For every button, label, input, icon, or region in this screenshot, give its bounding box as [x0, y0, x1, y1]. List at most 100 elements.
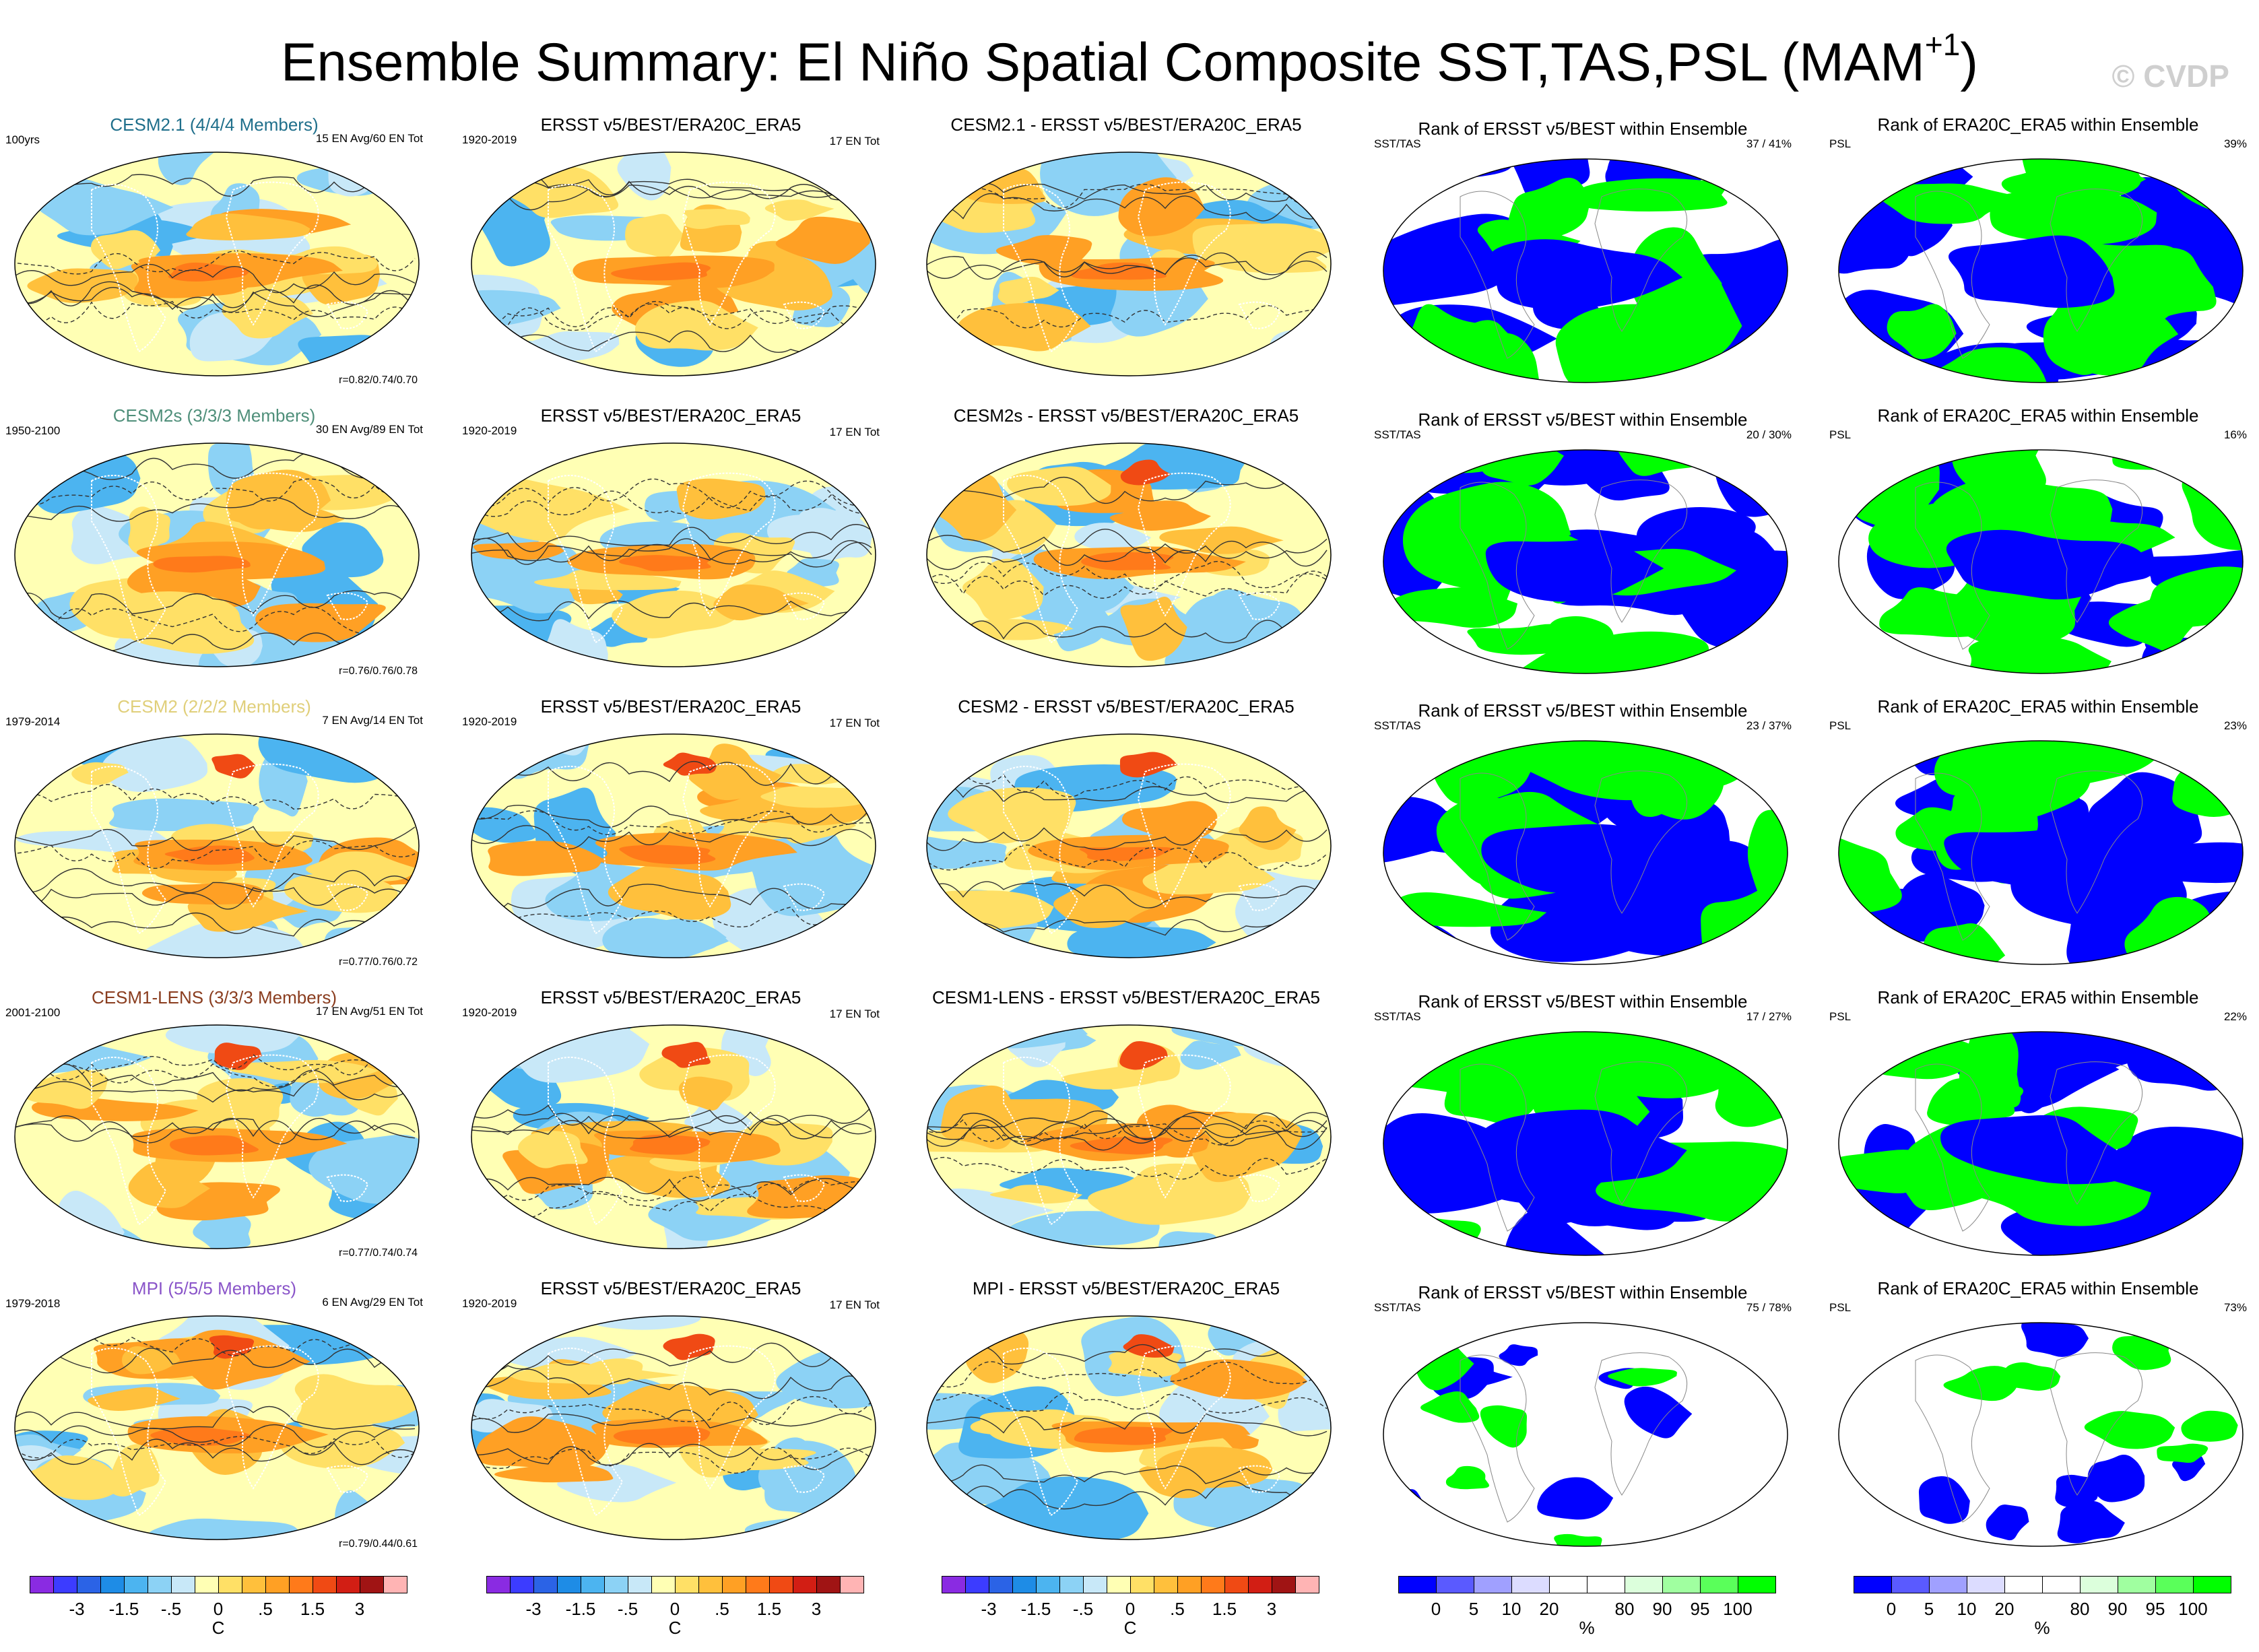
temp-colorbar-2-tick-label: 3 — [811, 1599, 822, 1619]
rank-percent: 22% — [2223, 1010, 2247, 1023]
period-label: 100yrs — [5, 133, 40, 146]
robinson-map-temp — [14, 152, 420, 376]
variable-label: PSL — [1829, 428, 1852, 441]
variable-label: PSL — [1829, 1010, 1852, 1023]
panel-title: CESM2s - ERSST v5/BEST/ERA20C_ERA5 — [953, 405, 1299, 426]
map-field — [1839, 741, 2243, 964]
map-field — [471, 1025, 876, 1249]
temp-colorbar-2-swatch — [533, 1576, 558, 1593]
coastline — [1915, 1352, 2143, 1523]
variable-label: SST/TAS — [1374, 719, 1421, 732]
pattern-correlation: r=0.79/0.44/0.61 — [339, 1538, 418, 1550]
temp-colorbar-1-swatch — [124, 1576, 148, 1593]
psl-contour — [927, 1412, 1328, 1436]
rank-percent: 37 / 41% — [1746, 137, 1792, 150]
variable-label: PSL — [1829, 137, 1852, 150]
temp-colorbar-2-swatch — [698, 1576, 723, 1593]
rank-colorbar-1-swatch — [1549, 1576, 1587, 1593]
robinson-map-temp — [471, 442, 876, 667]
panel-r1-c4: Rank of ERSST v5/BEST within Ensemble SST… — [1374, 114, 1792, 397]
panel-r2-c2: ERSST v5/BEST/ERA20C_ERA5 1920-2019 17 EN … — [462, 405, 880, 688]
pattern-correlation: r=0.82/0.74/0.70 — [339, 374, 418, 386]
page-title: Ensemble Summary: El Niño Spatial Compos… — [0, 18, 2259, 96]
psl-contour — [927, 257, 1328, 279]
map-field — [15, 443, 419, 667]
panel-r3-c4: Rank of ERSST v5/BEST within Ensemble SST… — [1374, 696, 1792, 979]
period-label: 1920-2019 — [462, 133, 517, 146]
panel-r5-c2: ERSST v5/BEST/ERA20C_ERA5 1920-2019 17 EN … — [462, 1278, 880, 1561]
robinson-map-rank — [1838, 158, 2244, 383]
psl-contour — [15, 784, 416, 810]
panel-r2-c5: Rank of ERA20C_ERA5 within Ensemble PSL 16… — [1829, 405, 2247, 688]
map-field — [471, 734, 876, 958]
rank-colorbar-1-swatch — [1511, 1576, 1550, 1593]
temp-colorbar-1-swatch — [100, 1576, 125, 1593]
psl-contour — [471, 300, 872, 327]
event-count: 30 EN Avg/89 EN Tot — [315, 423, 423, 436]
psl-contour — [927, 570, 1328, 599]
coastline — [1460, 189, 1688, 359]
rank-colorbar-1-tick-label: 95 — [1690, 1599, 1710, 1619]
rank-colorbar-2-tick-label: 5 — [1924, 1599, 1934, 1619]
psl-contour — [471, 1342, 872, 1373]
psl-contour — [471, 760, 872, 786]
rank-colorbar-2-tick-label: 0 — [1886, 1599, 1897, 1619]
temp-colorbar-1-swatch — [242, 1576, 266, 1593]
event-count: 7 EN Avg/14 EN Tot — [322, 714, 423, 727]
panel-r1-c3: CESM2.1 - ERSST v5/BEST/ERA20C_ERA5 — [917, 114, 1335, 397]
coastline — [1915, 189, 2143, 359]
period-label: 1950-2100 — [5, 424, 61, 437]
panel-title: Rank of ERSST v5/BEST within Ensemble — [1418, 700, 1748, 721]
rank-percent: 17 / 27% — [1746, 1010, 1792, 1023]
temp-colorbar-3-swatch — [1224, 1576, 1249, 1593]
rank-percent: 39% — [2223, 137, 2247, 150]
psl-contour — [927, 1110, 1328, 1139]
psl-contour — [471, 490, 872, 517]
rank-colorbar-2-swatch — [1967, 1576, 2005, 1593]
temp-colorbar-3-tick-label: -3 — [981, 1599, 997, 1619]
psl-contour — [15, 1117, 416, 1145]
psl-contour — [471, 1410, 872, 1433]
temp-colorbar-1-swatch — [313, 1576, 337, 1593]
rank-colorbar-2-swatch — [2004, 1576, 2043, 1593]
panel-title: Rank of ERSST v5/BEST within Ensemble — [1418, 119, 1748, 139]
variable-label: SST/TAS — [1374, 1010, 1421, 1023]
variable-label: SST/TAS — [1374, 428, 1421, 441]
coastline — [1003, 763, 1281, 935]
psl-contour — [15, 840, 416, 869]
coastline — [1003, 1345, 1281, 1517]
rank-colorbar-2-tick-label: 20 — [1994, 1599, 2015, 1619]
temp-colorbar-2-swatch — [840, 1576, 864, 1593]
event-count: 17 EN Tot — [829, 135, 880, 147]
psl-contour — [471, 600, 872, 622]
psl-contour — [15, 912, 416, 937]
psl-contour — [15, 1436, 416, 1459]
temp-colorbar-1-swatch — [171, 1576, 195, 1593]
temp-colorbar-1-unit: C — [211, 1618, 225, 1638]
temp-colorbar-1-swatch — [383, 1576, 407, 1593]
map-border — [1838, 158, 2244, 383]
map-border — [14, 152, 420, 376]
rank-colorbar-1-tick-label: 100 — [1723, 1599, 1753, 1619]
rank-colorbar-1-unit: % — [1579, 1618, 1595, 1638]
rank-colorbar-1-swatch — [1398, 1576, 1437, 1593]
coastline — [548, 763, 826, 935]
psl-contour — [471, 904, 872, 928]
psl-contour — [15, 1439, 416, 1465]
period-label: 1979-2014 — [5, 715, 61, 728]
psl-contour — [15, 281, 416, 310]
temp-colorbar-1-tick-label: 1.5 — [300, 1599, 325, 1619]
panel-title: Rank of ERSST v5/BEST within Ensemble — [1418, 409, 1748, 430]
panel-r3-c3: CESM2 - ERSST v5/BEST/ERA20C_ERA5 — [917, 696, 1335, 979]
temp-colorbar-2-swatch — [581, 1576, 605, 1593]
rank-colorbar-2-tick-label: 95 — [2145, 1599, 2165, 1619]
psl-contour — [15, 1424, 416, 1448]
temp-colorbar-3-swatch — [1201, 1576, 1225, 1593]
rank-colorbar-1-tick-label: 20 — [1539, 1599, 1559, 1619]
rank-colorbar-1-swatch — [1587, 1576, 1625, 1593]
rank-colorbar-1-tick-label: 0 — [1431, 1599, 1441, 1619]
coastline — [1460, 770, 1688, 941]
robinson-map-rank — [1383, 449, 1788, 674]
temp-colorbar-2-swatch — [793, 1576, 817, 1593]
map-field — [15, 734, 419, 958]
